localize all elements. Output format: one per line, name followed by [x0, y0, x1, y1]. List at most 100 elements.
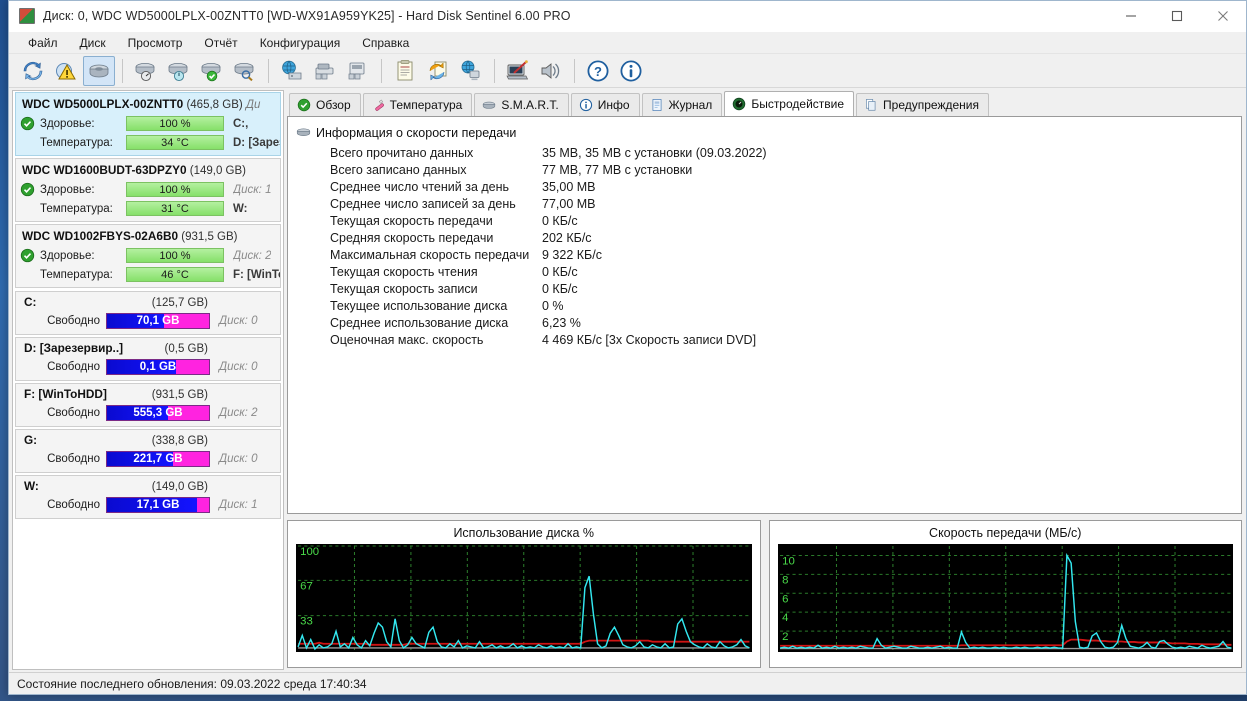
- window-controls: [1108, 1, 1246, 32]
- volume-free-row: Свободно 221,7 GB Диск: 0: [16, 449, 280, 469]
- tab-4[interactable]: Журнал: [641, 93, 723, 116]
- warning-icon[interactable]: [50, 56, 82, 86]
- info-key: Максимальная скорость передачи: [330, 247, 530, 262]
- disk-side-1: C:,: [233, 117, 249, 130]
- help-icon[interactable]: ?: [582, 56, 614, 86]
- tab-0[interactable]: Обзор: [289, 93, 361, 116]
- disk-performance-icon[interactable]: [130, 56, 162, 86]
- tab-3[interactable]: Инфо: [570, 93, 640, 116]
- menu-item-view[interactable]: Просмотр: [127, 35, 183, 50]
- info-icon: [579, 98, 592, 112]
- menu-item-report[interactable]: Отчёт: [204, 35, 238, 50]
- free-label: Свободно: [47, 453, 100, 465]
- close-button[interactable]: [1200, 1, 1246, 32]
- disk-backup-icon[interactable]: [309, 56, 341, 86]
- disk-usage-graph: Использование диска % 33 67 100: [287, 520, 761, 668]
- svg-text:?: ?: [594, 64, 602, 79]
- menu-item-file[interactable]: Файл: [28, 35, 58, 50]
- free-label: Свободно: [47, 407, 100, 419]
- tab-2[interactable]: S.M.A.R.T.: [474, 93, 569, 116]
- tab-1[interactable]: Температура: [362, 93, 473, 116]
- free-value: 70,1 GB: [136, 315, 180, 327]
- disk-health-icon[interactable]: [196, 56, 228, 86]
- detail-panel: Обзор Температура S.M.A.R.T. Инфо Журнал Быст…: [285, 88, 1246, 672]
- menu-item-configuration[interactable]: Конфигурация: [259, 35, 341, 50]
- refresh-icon[interactable]: [17, 56, 49, 86]
- app-icon: [19, 8, 35, 24]
- volume-disk-no: Диск: 0: [219, 453, 258, 465]
- volume-card[interactable]: F: [WinToHDD] (931,5 GB) Свободно 555,3 GB Д…: [15, 383, 281, 427]
- volume-letter: C:: [24, 295, 37, 309]
- volume-cards: C: (125,7 GB) Свободно 70,1 GB Диск: 0 D: [За…: [13, 290, 283, 521]
- disk-clone-icon[interactable]: [342, 56, 374, 86]
- disk-cards: WDC WD5000LPLX-00ZNTT0 (465,8 GB) Ди Здор…: [13, 91, 283, 290]
- tab-label: S.M.A.R.T.: [501, 98, 559, 112]
- disk-card[interactable]: WDC WD1002FBYS-02A6B0 (931,5 GB) Здоровь…: [15, 224, 281, 288]
- menu-item-disk[interactable]: Диск: [79, 35, 106, 50]
- network-report-icon[interactable]: [455, 56, 487, 86]
- info-row: Среднее число записей за день 77,00 MB: [288, 195, 1241, 212]
- disk-temperature-icon[interactable]: [163, 56, 195, 86]
- disk-overview-icon[interactable]: [83, 55, 115, 86]
- smart-disk-icon: [483, 101, 496, 109]
- info-key: Среднее число записей за день: [330, 196, 516, 211]
- info-key: Средняя скорость передачи: [330, 230, 494, 245]
- disk-card[interactable]: WDC WD1600BUDT-63DPZY0 (149,0 GB) Здоров…: [15, 158, 281, 222]
- sync-report-icon[interactable]: [422, 56, 454, 86]
- tab-6[interactable]: Предупреждения: [856, 93, 989, 116]
- volume-disk-no: Диск: 2: [219, 407, 258, 419]
- volume-capacity: (931,5 GB): [151, 389, 208, 401]
- volume-card[interactable]: G: (338,8 GB) Свободно 221,7 GB Диск: 0: [15, 429, 281, 473]
- volume-card[interactable]: C: (125,7 GB) Свободно 70,1 GB Диск: 0: [15, 291, 281, 335]
- disk-card[interactable]: WDC WD5000LPLX-00ZNTT0 (465,8 GB) Ди Здор…: [15, 92, 281, 156]
- free-label: Свободно: [47, 315, 100, 327]
- disk-title: WDC WD1600BUDT-63DPZY0 (149,0 GB): [22, 163, 246, 177]
- disk-health-row: Здоровье: 100 % Диск: 1: [16, 180, 280, 199]
- health-ok-icon: [20, 116, 36, 132]
- volume-letter: F: [WinToHDD]: [24, 387, 107, 401]
- svg-text:10: 10: [782, 556, 795, 568]
- disk-side-1: Диск: 1: [233, 183, 272, 196]
- menu-item-help[interactable]: Справка: [362, 35, 410, 50]
- volume-card[interactable]: D: [Зарезервир..] (0,5 GB) Свободно 0,1 GB Д…: [15, 337, 281, 381]
- smart-disk-icon: [296, 128, 311, 136]
- menu-bar: Файл Диск Просмотр Отчёт Конфигурация Сп…: [9, 32, 1246, 54]
- configure-icon[interactable]: [502, 56, 534, 86]
- graph-canvas: 33 67 100: [296, 544, 752, 652]
- toolbar-separator: [122, 58, 123, 83]
- maximize-button[interactable]: [1154, 1, 1200, 32]
- temp-label: Температура:: [40, 202, 113, 215]
- tab-5[interactable]: Быстродействие: [724, 91, 855, 116]
- volume-card[interactable]: W: (149,0 GB) Свободно 17,1 GB Диск: 1: [15, 475, 281, 519]
- disk-search-icon[interactable]: [229, 56, 261, 86]
- info-row: Оценочная макс. скорость 4 469 КБ/с [3x С…: [288, 331, 1241, 348]
- volume-free-row: Свободно 17,1 GB Диск: 1: [16, 495, 280, 515]
- info-value: 4 469 КБ/с [3x Скорость записи DVD]: [542, 332, 757, 347]
- disk-side-2: F: [WinToHD: [233, 268, 280, 281]
- toolbar-separator: [381, 58, 382, 83]
- volume-disk-no: Диск: 0: [219, 315, 258, 327]
- status-text: Состояние последнего обновления: 09.03.2…: [17, 676, 367, 691]
- health-label: Здоровье:: [40, 117, 95, 130]
- info-row: Всего записано данных 77 MB, 77 MB с уста…: [288, 161, 1241, 178]
- about-icon[interactable]: [615, 56, 647, 86]
- temp-label: Температура:: [40, 136, 113, 149]
- volume-free-row: Свободно 555,3 GB Диск: 2: [16, 403, 280, 423]
- toolbar-separator: [574, 58, 575, 83]
- info-row: Среднее число чтений за день 35,00 MB: [288, 178, 1241, 195]
- network-disk-icon[interactable]: [276, 56, 308, 86]
- free-space-bar: 221,7 GB: [106, 451, 210, 467]
- volume-title: F: [WinToHDD] (931,5 GB): [16, 386, 280, 403]
- volume-title: C: (125,7 GB): [16, 294, 280, 311]
- section-header: Информация о скорости передачи: [288, 123, 1241, 144]
- health-ok-icon: [20, 248, 36, 264]
- performance-icon: [733, 97, 746, 111]
- drive-list-panel[interactable]: WDC WD5000LPLX-00ZNTT0 (465,8 GB) Ди Здор…: [12, 90, 284, 670]
- info-row: Текущая скорость передачи 0 КБ/с: [288, 212, 1241, 229]
- free-value: 17,1 GB: [136, 499, 180, 511]
- volume-title: D: [Зарезервир..] (0,5 GB): [16, 340, 280, 357]
- info-value: 0 %: [542, 298, 564, 313]
- minimize-button[interactable]: [1108, 1, 1154, 32]
- report-icon[interactable]: [389, 56, 421, 86]
- alert-sound-icon[interactable]: [535, 56, 567, 86]
